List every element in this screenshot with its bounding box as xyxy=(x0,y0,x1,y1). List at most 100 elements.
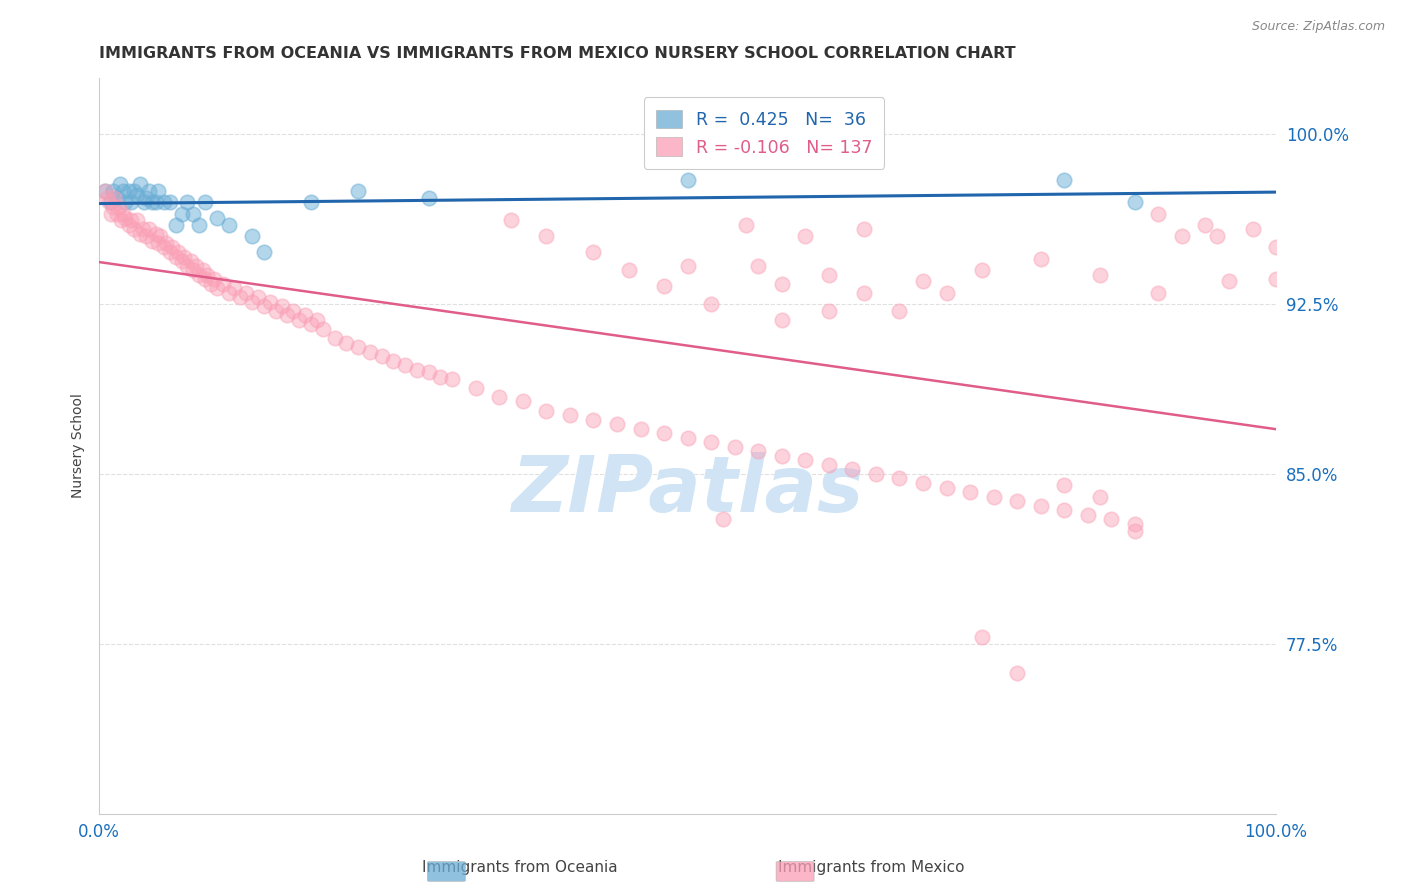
Point xyxy=(173,250,195,264)
Text: Source: ZipAtlas.com: Source: ZipAtlas.com xyxy=(1251,20,1385,33)
Point xyxy=(370,349,392,363)
Point xyxy=(512,394,534,409)
Point xyxy=(97,195,120,210)
Point xyxy=(110,177,132,191)
Point xyxy=(299,318,322,332)
Point xyxy=(124,222,146,236)
Point xyxy=(138,222,160,236)
Point xyxy=(441,372,464,386)
Text: IMMIGRANTS FROM OCEANIA VS IMMIGRANTS FROM MEXICO NURSERY SCHOOL CORRELATION CHA: IMMIGRANTS FROM OCEANIA VS IMMIGRANTS FR… xyxy=(100,46,1015,62)
Point xyxy=(240,229,263,244)
Point xyxy=(418,191,440,205)
Point xyxy=(94,184,117,198)
Point xyxy=(1241,222,1264,236)
Point xyxy=(1147,206,1170,220)
Point xyxy=(770,277,793,291)
Point xyxy=(170,206,193,220)
Point xyxy=(132,195,155,210)
Point xyxy=(125,188,148,202)
Point xyxy=(983,490,1005,504)
Point xyxy=(1265,240,1288,254)
Point xyxy=(108,200,131,214)
Point xyxy=(853,285,876,300)
Point xyxy=(165,218,187,232)
Point xyxy=(117,184,139,198)
Point xyxy=(135,229,157,244)
Point xyxy=(1029,499,1052,513)
Point xyxy=(197,268,219,282)
Point xyxy=(167,245,190,260)
Point xyxy=(165,250,187,264)
Point xyxy=(191,263,214,277)
Point xyxy=(676,172,699,186)
Point xyxy=(889,304,911,318)
Point xyxy=(205,211,228,225)
Point xyxy=(170,254,193,268)
Point xyxy=(176,195,198,210)
Point xyxy=(253,299,276,313)
Point xyxy=(1005,494,1028,508)
Point xyxy=(770,449,793,463)
Point xyxy=(129,177,152,191)
Point xyxy=(1123,195,1146,210)
Point xyxy=(264,304,287,318)
Point xyxy=(1077,508,1099,522)
Point xyxy=(240,294,263,309)
Point xyxy=(464,381,486,395)
Point xyxy=(184,259,207,273)
Point xyxy=(1147,285,1170,300)
Point xyxy=(312,322,335,336)
Point xyxy=(970,263,993,277)
Point xyxy=(359,344,381,359)
Point xyxy=(711,512,734,526)
Point xyxy=(117,218,139,232)
Point xyxy=(959,485,981,500)
Point xyxy=(153,195,176,210)
Point xyxy=(582,412,605,426)
Point xyxy=(724,440,747,454)
Point xyxy=(558,408,581,422)
Point xyxy=(294,309,316,323)
Point xyxy=(935,285,957,300)
Text: Immigrants from Oceania: Immigrants from Oceania xyxy=(422,861,619,875)
Point xyxy=(676,259,699,273)
Point xyxy=(1053,503,1076,517)
Point xyxy=(582,245,605,260)
Point xyxy=(1088,490,1111,504)
Point xyxy=(114,211,136,225)
Point xyxy=(735,218,758,232)
Point xyxy=(1005,666,1028,681)
Legend: R =  0.425   N=  36, R = -0.106   N= 137: R = 0.425 N= 36, R = -0.106 N= 137 xyxy=(644,97,884,169)
Point xyxy=(488,390,510,404)
Point xyxy=(111,206,134,220)
Point xyxy=(1265,272,1288,286)
Point xyxy=(347,184,370,198)
Point xyxy=(1099,512,1122,526)
Point xyxy=(153,240,176,254)
Point xyxy=(146,184,169,198)
Point xyxy=(617,263,640,277)
Point xyxy=(105,206,128,220)
Point xyxy=(970,630,993,644)
Point xyxy=(935,481,957,495)
Point xyxy=(94,184,117,198)
Point xyxy=(224,281,246,295)
Point xyxy=(125,213,148,227)
Point xyxy=(406,363,429,377)
Point xyxy=(276,309,298,323)
Point xyxy=(270,299,292,313)
Point xyxy=(676,431,699,445)
Point xyxy=(194,272,217,286)
Point xyxy=(853,222,876,236)
Point xyxy=(865,467,887,481)
Point xyxy=(159,195,181,210)
Point xyxy=(159,245,181,260)
Point xyxy=(794,453,817,467)
Point xyxy=(499,213,522,227)
Point xyxy=(194,195,217,210)
Point xyxy=(747,259,769,273)
Point xyxy=(145,227,167,241)
Point xyxy=(100,206,122,220)
Point xyxy=(188,218,211,232)
Point xyxy=(652,279,675,293)
